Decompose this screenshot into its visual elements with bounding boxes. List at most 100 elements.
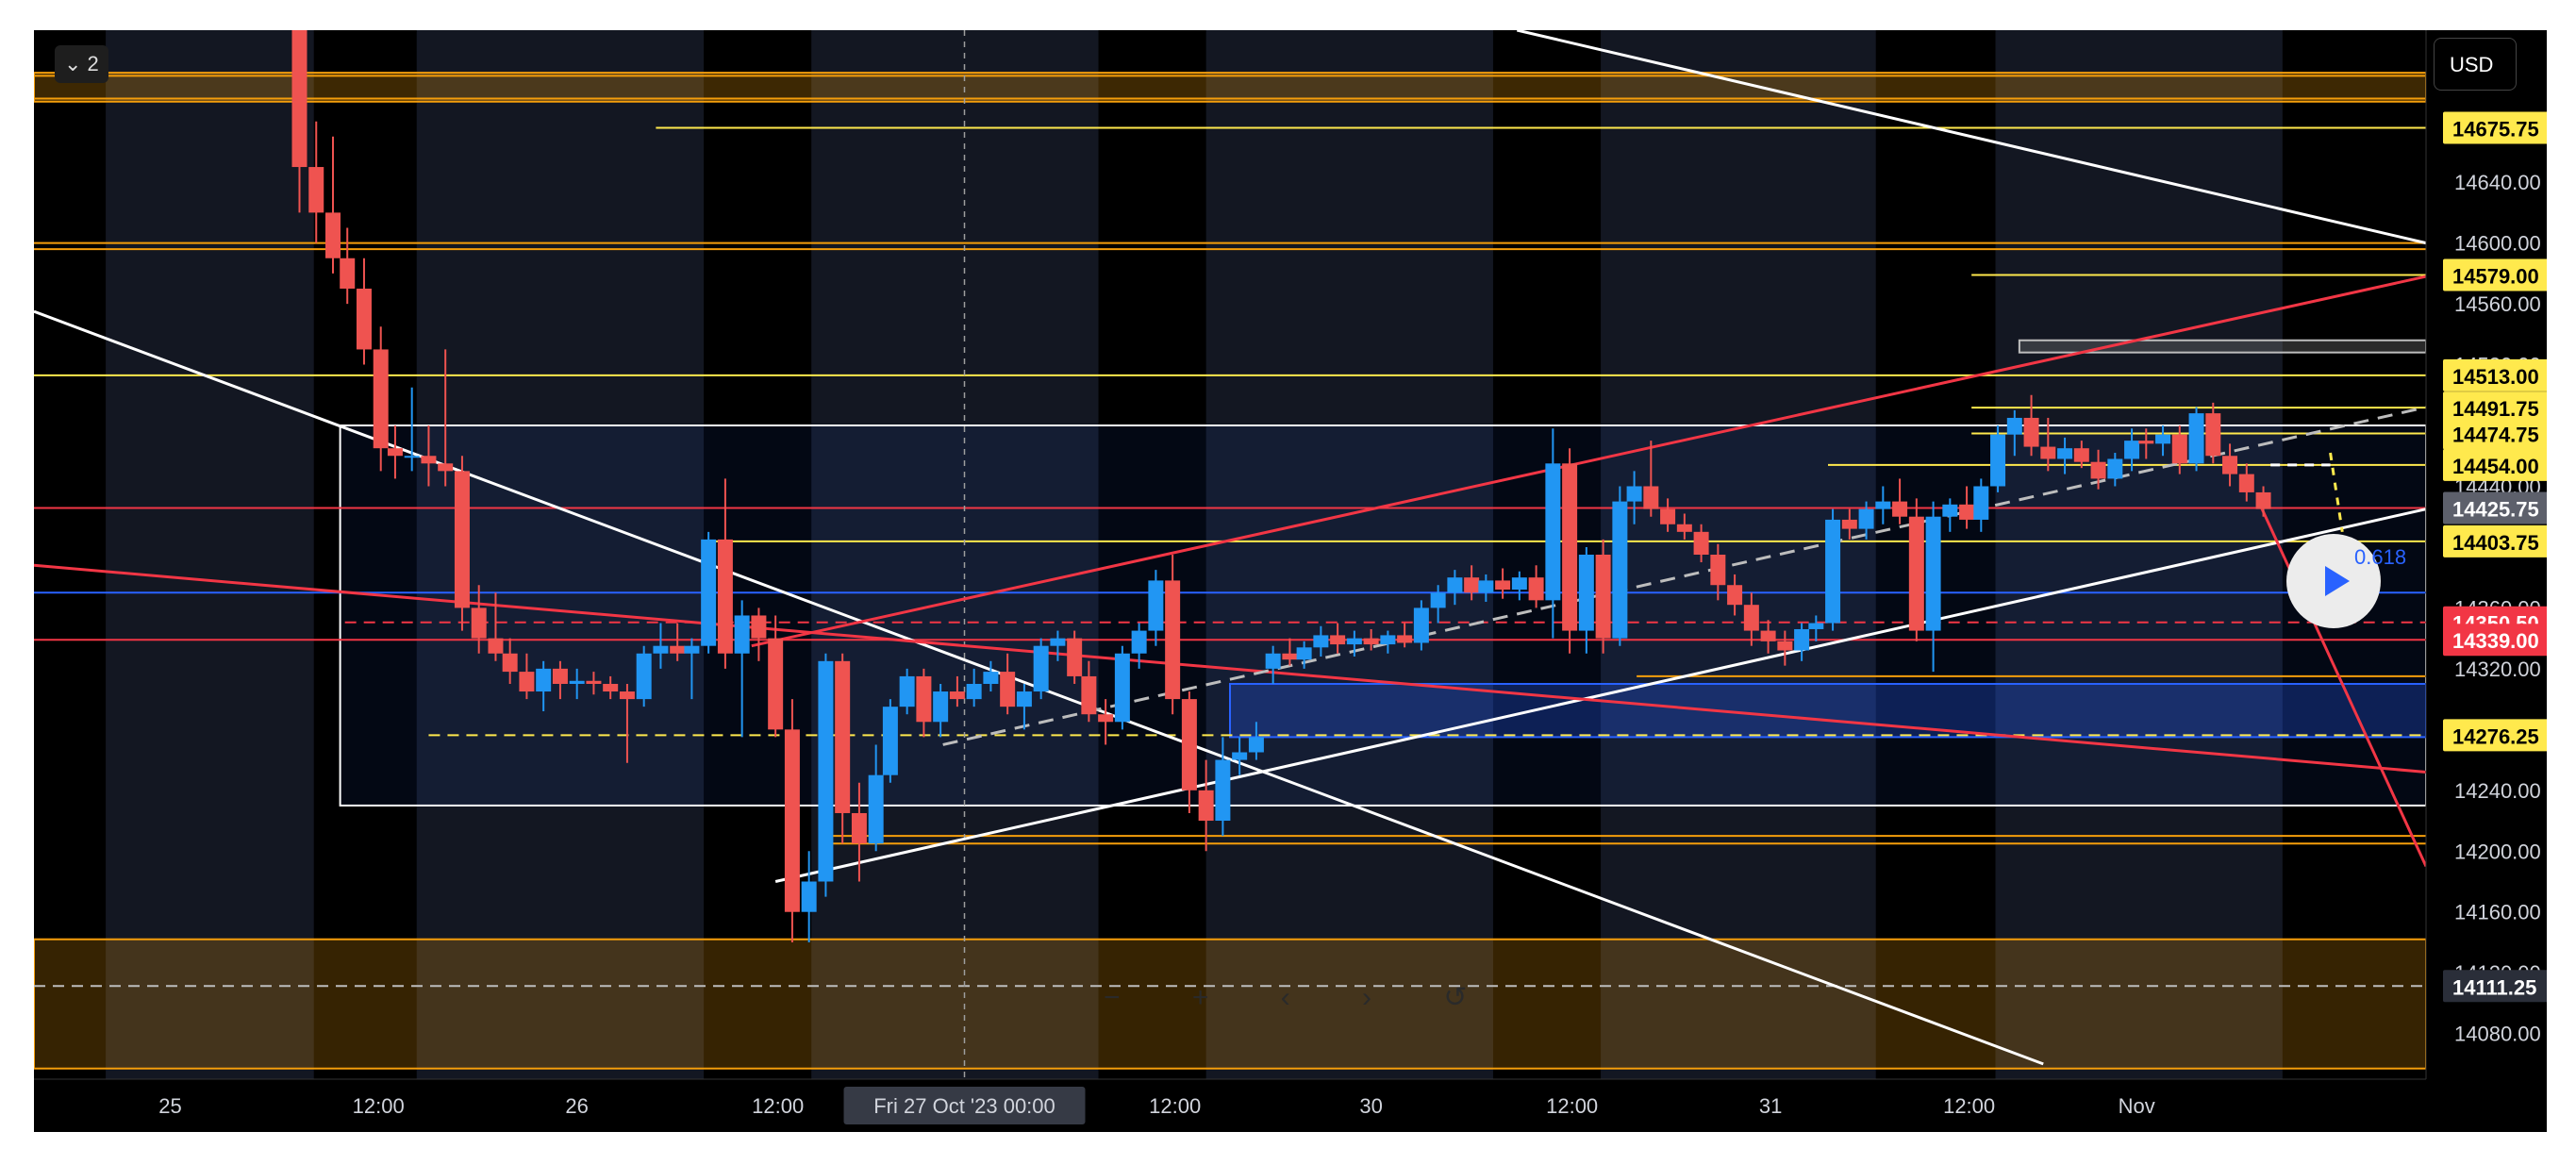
candle-body — [835, 660, 851, 813]
candle-body — [1282, 653, 1298, 660]
candle-body — [1743, 605, 1759, 631]
candle-body — [1363, 638, 1379, 645]
candle-body — [2006, 417, 2022, 435]
price-label-badge — [2443, 111, 2547, 144]
candle-body — [1875, 501, 1891, 509]
candle-body — [454, 471, 470, 608]
trend-line — [34, 563, 2427, 774]
candle-body — [586, 680, 602, 684]
crosshair-time-badge — [843, 1087, 1086, 1124]
candle-body — [1626, 486, 1642, 502]
candle-body — [2040, 446, 2056, 459]
candle-body — [1165, 580, 1181, 700]
trend-line — [2257, 500, 2428, 868]
price-label: 14403.75 — [2452, 531, 2539, 555]
candle-body — [1148, 580, 1164, 631]
candle-body — [1990, 434, 2006, 487]
candle-body — [851, 812, 867, 844]
candle-body — [636, 653, 652, 700]
x-tick-label: Fri 27 Oct '23 00:00 — [873, 1094, 1055, 1118]
candle-body — [438, 463, 454, 472]
price-label: 14425.75 — [2452, 497, 2539, 521]
candle-body — [1181, 699, 1197, 791]
candle-body — [1430, 592, 1446, 608]
trend-line — [1516, 30, 2427, 245]
session-band — [1205, 30, 1493, 1079]
candle-body — [882, 707, 898, 775]
candle-body — [734, 615, 750, 654]
indicator-group-toggle[interactable]: ⌄ 2 — [55, 45, 108, 83]
trend-line — [774, 508, 2427, 883]
play-icon — [2325, 566, 2350, 596]
candle-body — [373, 349, 389, 449]
candle-body — [2090, 461, 2106, 479]
zone-rectangle — [339, 424, 2428, 807]
candle-body — [404, 456, 420, 458]
candle-body — [2205, 413, 2221, 457]
candle-body — [569, 680, 585, 684]
trend-line — [942, 406, 2427, 746]
candle-body — [1098, 714, 1114, 723]
candle-body — [1511, 577, 1527, 591]
replay-play-button[interactable] — [2286, 534, 2381, 628]
candle-body — [1794, 628, 1810, 651]
candle-body — [1578, 555, 1594, 631]
candle-body — [1495, 580, 1511, 591]
candle-body — [1131, 630, 1147, 654]
price-label-badge — [2443, 417, 2547, 450]
candle-body — [1892, 501, 1908, 517]
candle-body — [1925, 516, 1941, 631]
y-tick-label: 14320.00 — [2454, 657, 2541, 681]
price-label-badge — [2443, 624, 2547, 657]
x-tick-label: 12:00 — [1149, 1094, 1201, 1118]
candle-body — [308, 167, 324, 213]
candle-body — [1973, 486, 1989, 520]
candle-body — [356, 288, 372, 350]
candle-body — [1067, 638, 1083, 676]
candle-body — [536, 668, 552, 692]
zone-rectangle — [34, 938, 2427, 1070]
y-tick-label: 14600.00 — [2454, 232, 2541, 256]
projection-arrow — [2329, 452, 2344, 533]
y-tick-label: 14200.00 — [2454, 840, 2541, 863]
x-tick-label: 26 — [565, 1094, 588, 1118]
candle-body — [751, 615, 767, 639]
candle-body — [1296, 647, 1312, 660]
candle-body — [1727, 585, 1743, 606]
candle-body — [2222, 456, 2238, 474]
group-count: 2 — [87, 52, 99, 75]
zone-rectangle — [2018, 339, 2427, 354]
price-label: 14111.25 — [2452, 975, 2536, 999]
candle-body — [868, 774, 884, 844]
candle-body — [801, 881, 817, 912]
candle-body — [471, 607, 487, 639]
candle-body — [966, 683, 982, 700]
candle-body — [717, 539, 733, 654]
candle-body — [421, 456, 437, 464]
candle-body — [1000, 672, 1016, 707]
candle-body — [2188, 413, 2204, 464]
candle-body — [2155, 434, 2171, 444]
session-band — [1995, 30, 2283, 1079]
candle-body — [1114, 653, 1130, 723]
candle-body — [502, 653, 518, 673]
price-label: 14491.75 — [2452, 397, 2539, 421]
candle-body — [1660, 508, 1676, 524]
candlestick-chart[interactable]: 14080.0014120.0014160.0014200.0014240.00… — [34, 30, 2547, 1132]
candle-body — [1081, 675, 1097, 715]
candle-body — [2107, 458, 2123, 479]
chart-area[interactable]: 14080.0014120.0014160.0014200.0014240.00… — [34, 30, 2547, 1132]
candle-body — [916, 675, 932, 723]
currency-button[interactable]: USD — [2434, 38, 2517, 91]
candle-body — [387, 448, 403, 457]
candle-body — [1346, 638, 1362, 645]
candle-body — [1447, 577, 1463, 593]
candle-body — [1232, 752, 1248, 760]
candle-body — [1215, 759, 1231, 822]
candle-body — [1858, 508, 1874, 529]
candle-body — [701, 539, 717, 646]
x-tick-label: 12:00 — [353, 1094, 405, 1118]
price-label: 14474.75 — [2452, 423, 2539, 446]
navigation-controls[interactable]: − + ‹ › ↺ — [1104, 982, 1500, 1013]
candle-body — [1464, 577, 1480, 593]
